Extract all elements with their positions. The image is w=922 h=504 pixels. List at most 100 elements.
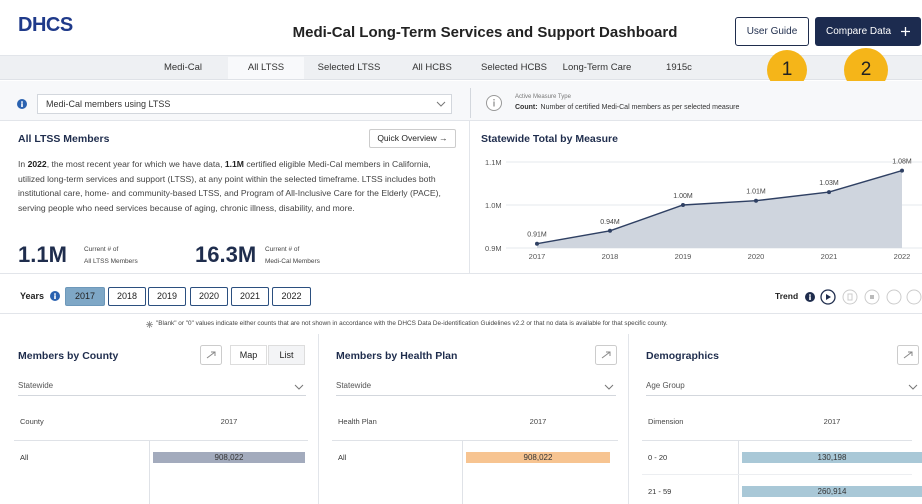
table-divider — [149, 441, 150, 504]
row-label: 21 - 59 — [648, 487, 672, 496]
value-bar: 908,022 — [153, 452, 305, 463]
info-icon — [17, 99, 27, 109]
filter-select[interactable]: Statewide — [336, 378, 616, 396]
stat-sublabel: All LTSS Members — [84, 258, 138, 265]
tab[interactable]: Selected LTSS — [317, 62, 381, 73]
stat-value: 1.1M — [18, 242, 67, 267]
data-label: 1.00M — [673, 193, 693, 200]
expand-head — [211, 351, 216, 356]
value-bar: 130,198 — [742, 452, 922, 463]
data-label: 1.01M — [746, 189, 766, 196]
logo: DHCS — [18, 14, 73, 36]
expand-button[interactable] — [897, 345, 919, 365]
trend-controls — [820, 289, 922, 305]
panel — [318, 334, 628, 504]
value-bar: 908,022 — [466, 452, 610, 463]
active-measure-text: Count: Number of certified Medi-Cal membe… — [515, 104, 739, 111]
column-header: 2017 — [823, 417, 841, 426]
table-rule — [332, 440, 618, 441]
year-button[interactable]: 2018 — [108, 287, 146, 306]
point — [900, 168, 904, 173]
table-divider — [462, 441, 463, 504]
tab[interactable]: Selected HCBS — [480, 62, 547, 73]
row-rule — [642, 474, 912, 475]
y-tick-label: 1.1M — [485, 158, 502, 167]
chevron — [908, 384, 918, 390]
table-divider — [738, 441, 739, 504]
panel-title: Members by Health Plan — [336, 350, 458, 362]
tab-selected[interactable]: All LTSS — [228, 57, 304, 79]
chevron-icon — [294, 384, 304, 390]
year-button[interactable]: 2021 — [231, 287, 269, 306]
measure-select[interactable]: Medi-Cal members using LTSS — [37, 94, 452, 114]
year-button[interactable]: 2022 — [272, 287, 311, 306]
summary-panel — [0, 121, 470, 273]
expand-head — [606, 351, 611, 356]
view-toggle[interactable]: Map — [230, 345, 267, 365]
x-tick-label: 2021 — [821, 252, 838, 261]
chevron-icon — [908, 384, 918, 390]
quick-overview-button[interactable]: Quick Overview → — [369, 129, 456, 148]
measure-info-icon — [486, 95, 502, 111]
year-button-selected[interactable]: 2017 — [65, 287, 105, 306]
page-title: Medi-Cal Long-Term Services and Support … — [292, 24, 678, 41]
measure-key: Count: — [515, 104, 538, 111]
info-dot — [54, 293, 56, 295]
panel-title: Members by County — [18, 350, 119, 362]
area — [537, 170, 902, 248]
user-guide-button[interactable]: User Guide — [735, 17, 809, 46]
year-button[interactable]: 2019 — [148, 287, 186, 306]
info-dot — [493, 99, 495, 101]
info-bar — [809, 296, 811, 300]
active-measure-label: Active Measure Type — [515, 94, 571, 100]
info-bar — [21, 103, 23, 107]
y-tick-label: 1.0M — [485, 201, 502, 210]
info-icon — [50, 291, 60, 301]
text: , the most recent year for which we have… — [46, 159, 225, 169]
point — [681, 203, 685, 207]
data-label: 0.91M — [527, 232, 547, 239]
point — [608, 228, 612, 233]
plus — [901, 27, 910, 36]
text: certified eligible Medi-Cal members in C… — [18, 159, 441, 213]
point — [535, 241, 539, 246]
stat-value: 16.3M — [195, 242, 257, 267]
measure-text: Number of certified Medi-Cal members as … — [540, 104, 740, 111]
pause-icon — [847, 293, 853, 301]
tab[interactable]: 1915c — [666, 62, 692, 73]
stop-icon — [870, 295, 874, 299]
row-label: All — [20, 453, 29, 462]
expand-arrow — [903, 351, 913, 359]
point — [754, 198, 758, 203]
expand-button[interactable] — [200, 345, 222, 365]
summary-paragraph: In 2022, the most recent year for which … — [18, 157, 458, 215]
x-tick-label: 2017 — [529, 252, 546, 261]
data-label: 0.94M — [600, 219, 620, 226]
plus-icon — [901, 27, 910, 36]
year-button[interactable]: 2020 — [190, 287, 228, 306]
divider — [470, 88, 471, 118]
chevron-icon — [604, 384, 614, 390]
info-dot — [809, 294, 811, 296]
filter-select[interactable]: Age Group — [646, 378, 922, 396]
summary-title: All LTSS Members — [18, 133, 110, 145]
chevron-icon — [436, 101, 446, 107]
x-tick-label: 2022 — [894, 252, 911, 261]
expand-arrow — [206, 351, 216, 359]
tab[interactable]: Medi-Cal — [163, 62, 202, 73]
row-label: All — [338, 453, 347, 462]
y-tick-label: 0.9M — [485, 244, 502, 253]
table-rule — [14, 440, 308, 441]
filter-select[interactable]: Statewide — [18, 378, 306, 396]
value-bar: 260,914 — [742, 486, 922, 497]
tab[interactable]: Long-Term Care — [562, 62, 632, 73]
line — [536, 169, 903, 245]
tab[interactable]: All HCBS — [412, 62, 452, 73]
expand-button[interactable] — [595, 345, 617, 365]
info-icon — [805, 292, 815, 302]
chart-title: Statewide Total by Measure — [481, 133, 618, 145]
view-toggle[interactable]: List — [268, 345, 305, 365]
column-header: 2017 — [529, 417, 547, 426]
panel — [0, 334, 318, 504]
